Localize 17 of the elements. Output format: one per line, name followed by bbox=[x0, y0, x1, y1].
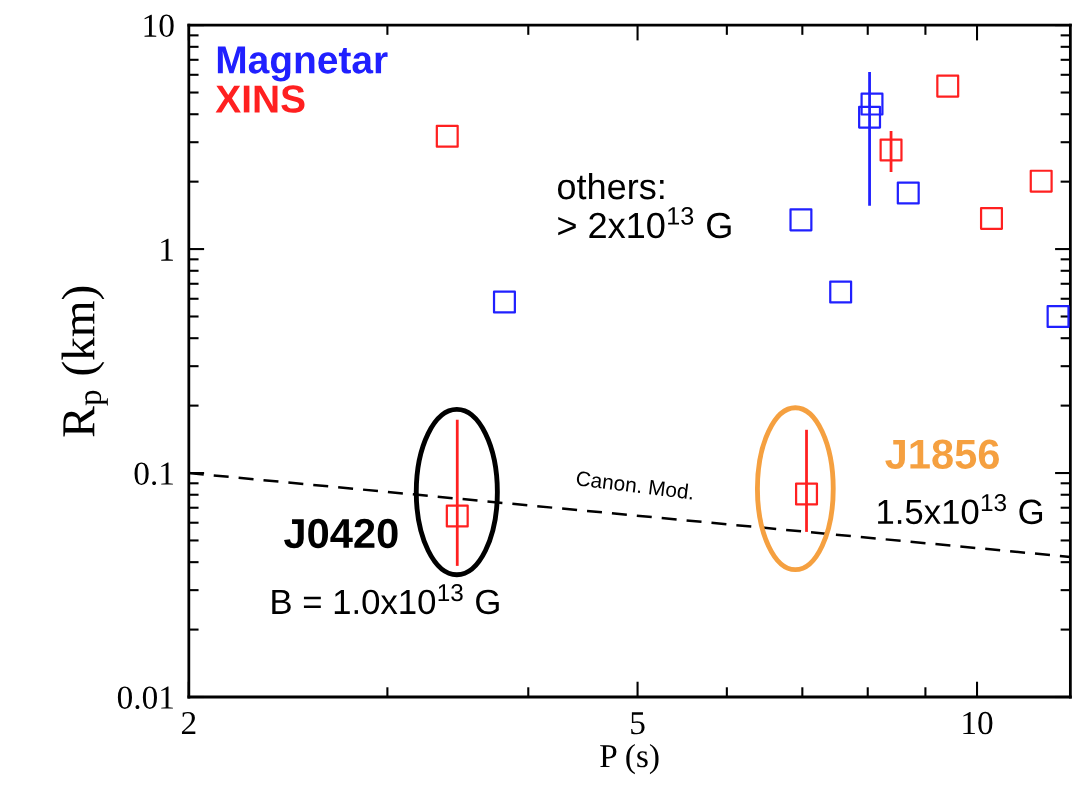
text: XINS bbox=[215, 85, 305, 113]
x-tick-label: 5 bbox=[631, 712, 645, 735]
y-tick-label: 0.1 bbox=[134, 462, 173, 486]
x-tick-label: 10 bbox=[963, 711, 993, 735]
x-axis-title: P (s) bbox=[600, 743, 659, 775]
y-tick-label: 1 bbox=[161, 238, 173, 261]
annotation: others: > 2x10$^{13}$ G bbox=[557, 172, 731, 239]
y-tick-label: 10 bbox=[144, 14, 174, 37]
annotation: B = 1.0x10$^{13}$ G bbox=[272, 584, 499, 615]
y-axis-title: R$_{p}$ (km) bbox=[61, 286, 108, 437]
annotation: 1.5x10$^{13}$ G bbox=[878, 494, 1043, 525]
y-tick-label: 0.01 bbox=[117, 686, 173, 710]
x-tick-label: 2 bbox=[181, 711, 196, 735]
annotation: Canon. Mod. bbox=[576, 470, 694, 500]
annotation: J1856 bbox=[885, 439, 999, 469]
annotation: J0420 bbox=[284, 518, 398, 549]
text: Magnetar bbox=[217, 46, 388, 82]
